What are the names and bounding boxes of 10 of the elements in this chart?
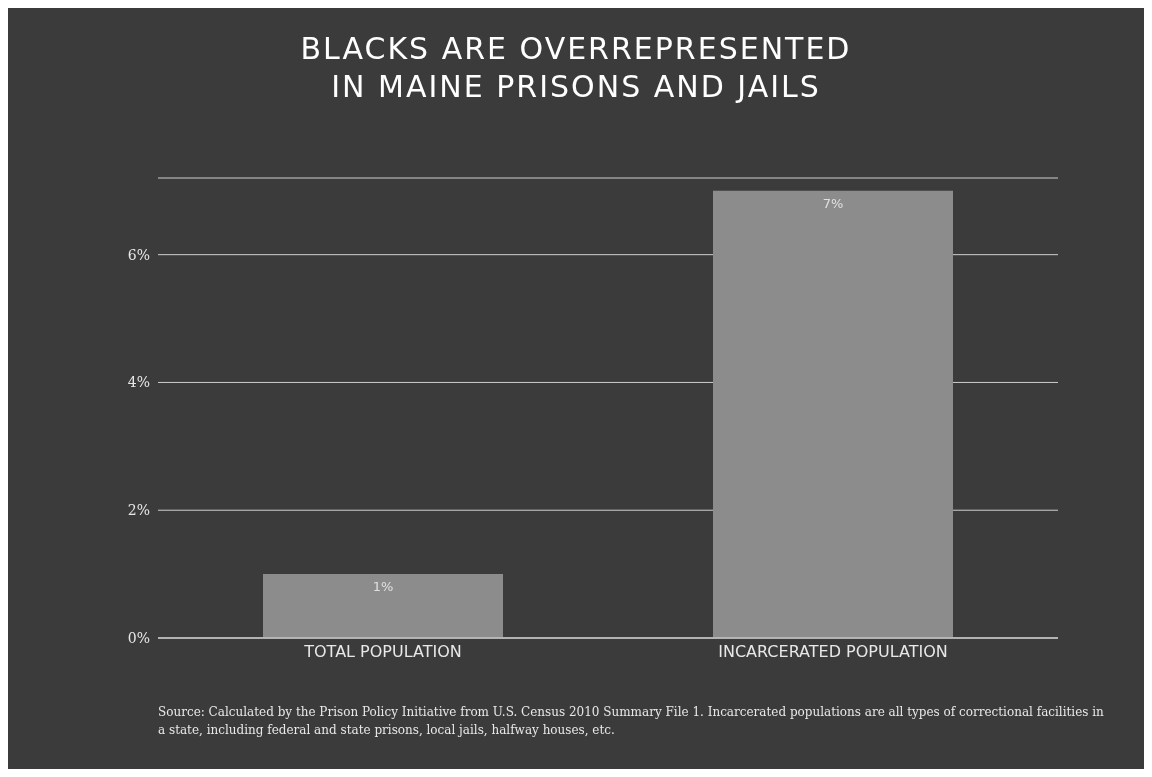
data-label: 7%: [822, 196, 844, 212]
source-note: Source: Calculated by the Prison Policy Initiative from U.S. Census 2010 Summary File 1. Incarcerated populations are all types of correctional facilities in a state, including federal and state prisons, local jails, halfway houses, etc.: [158, 704, 1105, 739]
data-label: 1%: [372, 579, 394, 595]
x-tick-label: TOTAL POPULATION: [303, 642, 462, 662]
x-tick-label: INCARCERATED POPULATION: [718, 642, 948, 662]
y-tick-label: 6%: [127, 246, 150, 263]
chart-title: BLACKS ARE OVERREPRESENTED IN MAINE PRISONS AND JAILS: [299, 30, 853, 106]
y-tick-label: 0%: [127, 629, 150, 646]
y-tick-label: 4%: [127, 374, 150, 391]
y-tick-label: 2%: [127, 502, 150, 519]
